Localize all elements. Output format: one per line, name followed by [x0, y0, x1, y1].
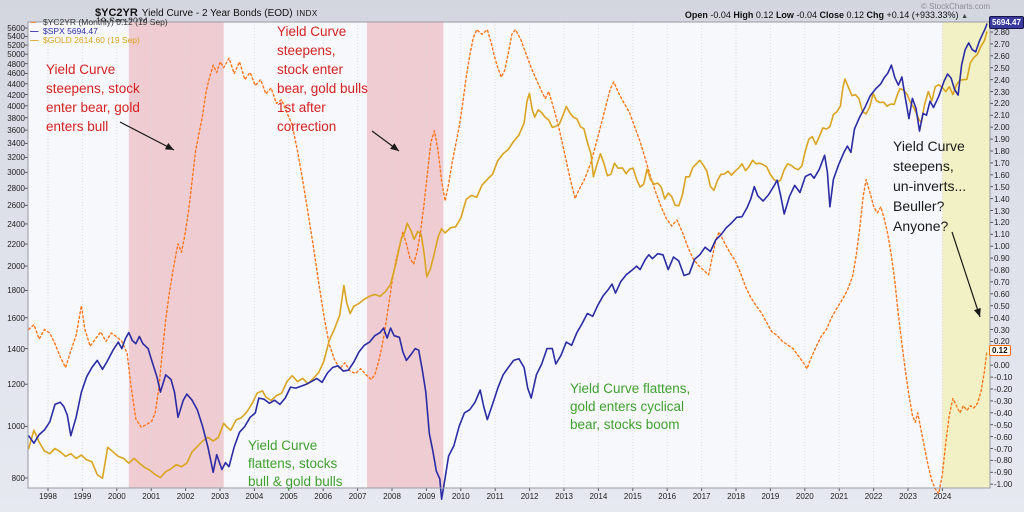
- quote-field-label: High: [733, 10, 756, 20]
- annotation-arrow-1: [119, 121, 175, 151]
- plot-border: [27, 21, 991, 489]
- line-marker-icon: —: [30, 35, 39, 45]
- chart-legend: ··· $YC2YR (Monthly) 0.12 (19 Sep) — $SPX 5…: [30, 18, 168, 45]
- plot-background: [28, 22, 990, 488]
- ohlc-quote-line: Open -0.04 High 0.12 Low -0.04 Close 0.1…: [685, 10, 968, 20]
- legend-item-label: $YC2YR (Monthly) 0.12 (19 Sep): [43, 17, 168, 27]
- shaded-band-3: [942, 22, 990, 488]
- exchange-label: INDX: [296, 9, 318, 18]
- annotation-arrow-3: [951, 231, 981, 318]
- spx-line: [27, 23, 988, 501]
- quote-field-label: Chg: [866, 10, 887, 20]
- legend-item-1: ··· $YC2YR (Monthly) 0.12 (19 Sep): [30, 18, 168, 27]
- shaded-band-1: [128, 22, 224, 488]
- legend-item-label: $GOLD 2614.60 (19 Sep): [43, 35, 140, 45]
- legend-item-2: — $SPX 5694.47: [30, 27, 168, 36]
- instrument-name: Yield Curve - 2 Year Bonds (EOD): [141, 8, 293, 19]
- quote-field-value: 0.12: [755, 10, 776, 20]
- legend-item-label: $SPX 5694.47: [43, 26, 98, 36]
- quote-field-value: 0.12: [846, 10, 867, 20]
- quote-field-value: +0.14 (+933.33%): [886, 10, 962, 20]
- quote-field-value: -0.04: [710, 10, 734, 20]
- quote-field-label: Close: [819, 10, 847, 20]
- quote-field-value: -0.04: [796, 10, 820, 20]
- symbol-label: $YC2YR: [95, 7, 138, 19]
- quote-field-label: Open: [684, 10, 711, 20]
- legend-item-3: — $GOLD 2614.60 (19 Sep): [30, 36, 168, 45]
- chart-date: 19-Sep-2024: [96, 16, 149, 26]
- annotation-arrow-2: [371, 130, 400, 152]
- shaded-band-2: [367, 22, 444, 488]
- copyright-label: © StockCharts.com: [920, 2, 990, 11]
- gold-line: [27, 31, 988, 480]
- line-marker-icon: —: [30, 26, 39, 36]
- dotted-line-marker-icon: ···: [30, 17, 37, 27]
- chart-title: $YC2YR Yield Curve - 2 Year Bonds (EOD) IN…: [95, 3, 318, 21]
- quote-field-label: Low: [775, 10, 797, 20]
- yc2yr-line: [28, 28, 988, 495]
- change-up-triangle-icon: ▲: [961, 13, 968, 20]
